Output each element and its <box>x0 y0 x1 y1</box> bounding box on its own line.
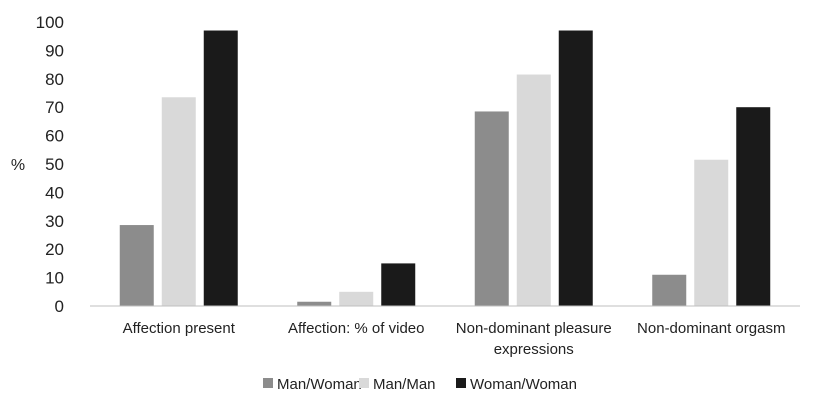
bar-man-man <box>161 97 196 306</box>
legend-swatch <box>359 378 369 388</box>
bar-man-man <box>516 74 551 306</box>
y-tick-label: 40 <box>45 183 64 202</box>
y-tick-label: 90 <box>45 41 64 60</box>
legend-label: Man/Woman <box>277 376 362 393</box>
legend: Man/Woman Man/Man Woman/Woman <box>263 376 577 393</box>
bar-woman-woman <box>203 30 238 307</box>
y-tick-label: 60 <box>45 127 64 146</box>
y-axis-ticks: 0 10 20 30 40 50 60 70 80 90 100 <box>36 13 64 316</box>
y-tick-label: 0 <box>55 297 64 316</box>
y-tick-label: 10 <box>45 269 64 288</box>
legend-label: Man/Man <box>373 376 436 393</box>
y-axis-title: % <box>11 157 25 174</box>
y-tick-label: 50 <box>45 155 64 174</box>
bar-woman-woman <box>381 263 416 306</box>
bar-woman-woman <box>736 107 771 306</box>
y-tick-label: 70 <box>45 98 64 117</box>
bar-man-woman <box>297 301 332 306</box>
y-tick-label: 100 <box>36 13 64 32</box>
legend-label: Woman/Woman <box>470 376 577 393</box>
legend-swatch <box>456 378 466 388</box>
bar-man-man <box>694 159 729 306</box>
category-labels: Affection present Affection: % of video No… <box>123 320 786 358</box>
category-label: Affection: % of video <box>288 320 424 337</box>
category-label: Non-dominant pleasure <box>456 320 612 337</box>
bar-man-woman <box>474 111 509 307</box>
y-tick-label: 80 <box>45 70 64 89</box>
category-label: Non-dominant orgasm <box>637 320 785 337</box>
category-label: expressions <box>494 341 574 358</box>
bar-woman-woman <box>558 30 593 307</box>
bars <box>119 30 771 307</box>
bar-man-man <box>339 291 374 306</box>
bar-man-woman <box>652 274 687 306</box>
y-tick-label: 30 <box>45 212 64 231</box>
category-label: Affection present <box>123 320 236 337</box>
legend-swatch <box>263 378 273 388</box>
bar-man-woman <box>119 225 154 306</box>
y-tick-label: 20 <box>45 240 64 259</box>
